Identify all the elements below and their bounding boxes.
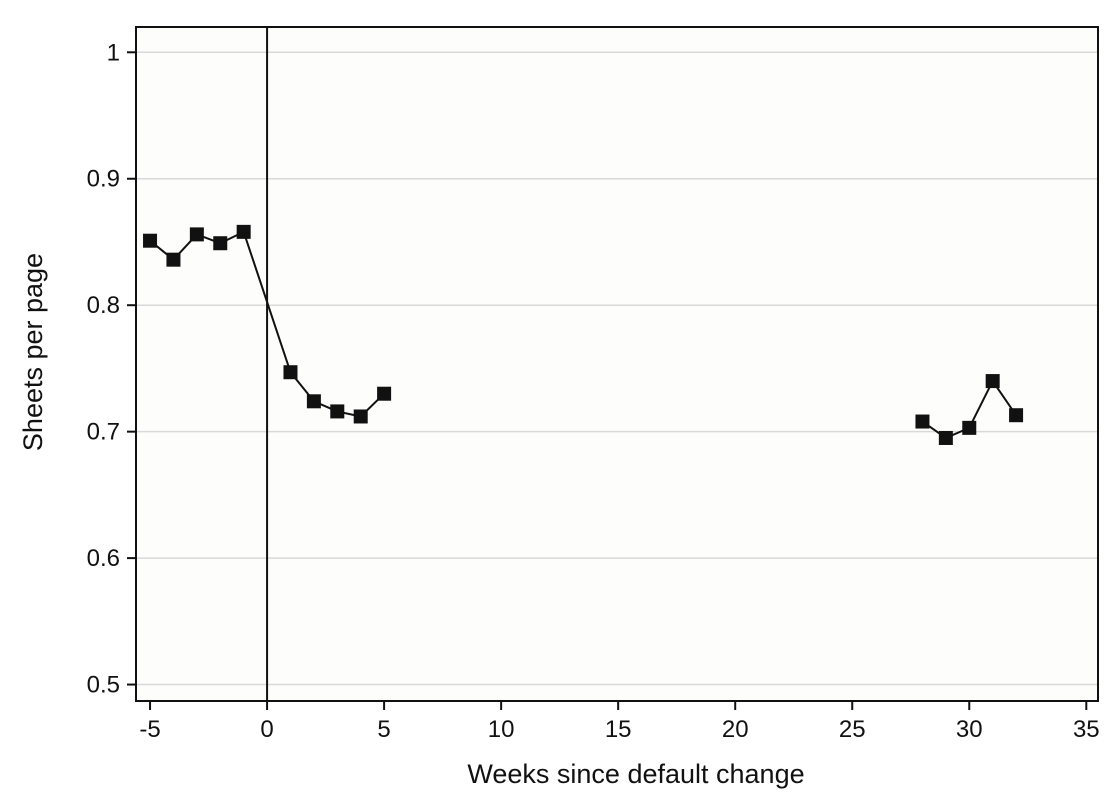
x-tick-label: 10 bbox=[488, 716, 515, 743]
series-line bbox=[149, 230, 385, 418]
y-axis-title: Sheets per page bbox=[18, 253, 48, 451]
x-tick-label: 20 bbox=[722, 716, 749, 743]
y-tick-label: 1 bbox=[107, 39, 120, 66]
x-axis-title: Weeks since default change bbox=[467, 759, 804, 789]
x-tick-label: 25 bbox=[839, 716, 866, 743]
data-point-marker bbox=[1009, 408, 1024, 423]
data-point-marker bbox=[353, 409, 368, 424]
x-tick-label: 5 bbox=[377, 716, 390, 743]
data-point-marker bbox=[143, 233, 158, 248]
data-point-marker bbox=[236, 224, 251, 239]
data-point-marker bbox=[938, 430, 953, 445]
grid-lines bbox=[136, 51, 1098, 686]
plot-background bbox=[136, 27, 1098, 701]
plot-frame bbox=[135, 26, 1099, 702]
y-tick-label: 0.6 bbox=[87, 545, 120, 572]
data-point-marker bbox=[985, 374, 1000, 389]
data-point-marker bbox=[962, 420, 977, 435]
x-tick-label: 30 bbox=[956, 716, 983, 743]
y-tick-label: 0.7 bbox=[87, 419, 120, 446]
x-tick-label: 0 bbox=[260, 716, 273, 743]
data-point-marker bbox=[189, 227, 204, 242]
x-tick-label: 15 bbox=[605, 716, 632, 743]
data-point-marker bbox=[283, 365, 298, 380]
data-point-marker bbox=[377, 386, 392, 401]
y-tick-label: 0.5 bbox=[87, 672, 120, 699]
data-point-marker bbox=[213, 236, 228, 251]
y-tick-label: 0.8 bbox=[87, 292, 120, 319]
y-axis: 0.5 0.6 0.7 0.8 0.9 1 bbox=[87, 39, 136, 699]
x-axis: -5 0 5 10 15 20 25 30 35 bbox=[139, 701, 1100, 743]
x-tick-label: -5 bbox=[139, 716, 160, 743]
data-point-marker bbox=[330, 404, 345, 419]
data-point-marker bbox=[915, 414, 930, 429]
y-tick-label: 0.9 bbox=[87, 166, 120, 193]
x-tick-label: 35 bbox=[1073, 716, 1100, 743]
data-point-marker bbox=[166, 252, 181, 267]
data-markers bbox=[143, 224, 1024, 445]
data-point-marker bbox=[306, 394, 321, 409]
